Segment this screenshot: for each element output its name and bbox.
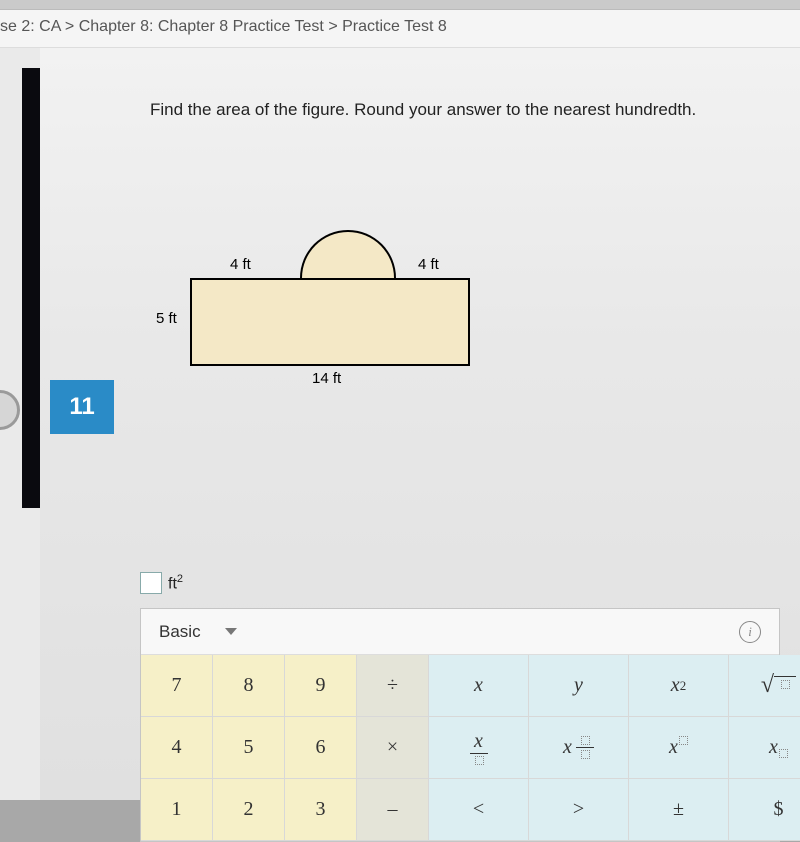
key-[interactable]: – [357, 779, 429, 841]
keypad-tab-selector[interactable]: Basic [159, 622, 237, 642]
key-x[interactable]: x [429, 717, 529, 779]
key-1[interactable]: 1 [141, 779, 213, 841]
question-prompt: Find the area of the figure. Round your … [150, 100, 696, 120]
key-sqrt[interactable]: √ [729, 655, 800, 717]
answer-input[interactable] [140, 572, 162, 594]
key-x2[interactable]: x2 [629, 655, 729, 717]
key-[interactable]: × [357, 717, 429, 779]
key-x[interactable]: x [629, 717, 729, 779]
answer-unit-exp: 2 [177, 573, 183, 585]
window-top-strip [0, 0, 800, 10]
breadcrumb-text: se 2: CA > Chapter 8: Chapter 8 Practice… [0, 18, 447, 35]
figure-label-top-left: 4 ft [230, 256, 251, 273]
answer-row: ft2 [140, 572, 183, 594]
figure-label-bottom: 14 ft [312, 370, 341, 387]
key-6[interactable]: 6 [285, 717, 357, 779]
side-dark-strip [22, 68, 40, 508]
key-x[interactable]: x [529, 717, 629, 779]
question-number-text: 11 [69, 393, 94, 421]
figure-rectangle [190, 278, 470, 366]
figure-label-left: 5 ft [156, 310, 177, 327]
keypad-grid: 789÷xyx2√456×xxxx123–<>±$ [141, 655, 779, 841]
key-[interactable]: ± [629, 779, 729, 841]
answer-unit-base: ft [168, 575, 177, 592]
content-area: Find the area of the figure. Round your … [40, 48, 800, 800]
key-[interactable]: > [529, 779, 629, 841]
chevron-down-icon [225, 628, 237, 635]
key-5[interactable]: 5 [213, 717, 285, 779]
key-3[interactable]: 3 [285, 779, 357, 841]
breadcrumb-bar: se 2: CA > Chapter 8: Chapter 8 Practice… [0, 10, 800, 48]
key-[interactable]: ÷ [357, 655, 429, 717]
question-number-badge: 11 [50, 380, 114, 434]
keypad-tab-label: Basic [159, 622, 201, 642]
key-y[interactable]: y [529, 655, 629, 717]
info-icon[interactable]: i [739, 621, 761, 643]
key-7[interactable]: 7 [141, 655, 213, 717]
answer-unit: ft2 [168, 573, 183, 593]
math-keypad: Basic i 789÷xyx2√456×xxxx123–<>±$ [140, 608, 780, 842]
key-x[interactable]: x [729, 717, 800, 779]
key-[interactable]: $ [729, 779, 800, 841]
key-9[interactable]: 9 [285, 655, 357, 717]
key-8[interactable]: 8 [213, 655, 285, 717]
key-4[interactable]: 4 [141, 717, 213, 779]
keypad-header: Basic i [141, 609, 779, 655]
geometry-figure: 4 ft 4 ft 5 ft 14 ft [170, 188, 490, 378]
key-2[interactable]: 2 [213, 779, 285, 841]
figure-semicircle [300, 230, 396, 278]
figure-label-top-right: 4 ft [418, 256, 439, 273]
key-[interactable]: < [429, 779, 529, 841]
key-x[interactable]: x [429, 655, 529, 717]
